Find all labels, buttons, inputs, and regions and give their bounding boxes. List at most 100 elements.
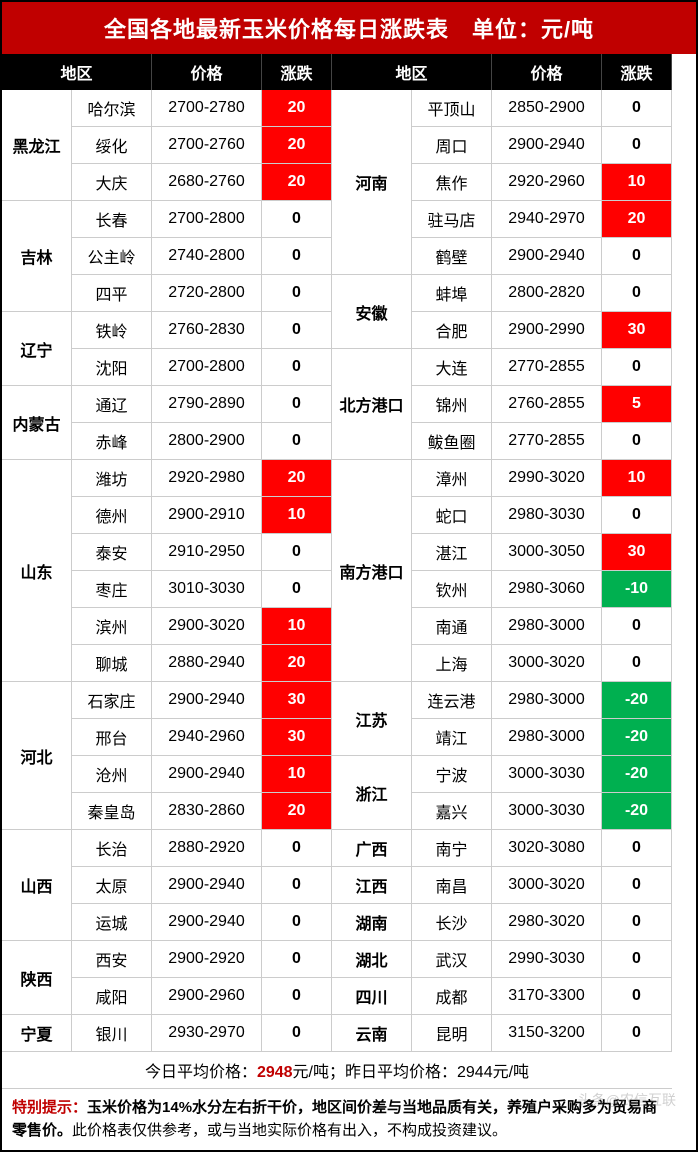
price-cell: 3150-3200	[492, 1015, 602, 1052]
city-cell: 德州	[72, 497, 152, 534]
city-cell: 锦州	[412, 386, 492, 423]
price-cell: 3170-3300	[492, 978, 602, 1015]
city-cell: 哈尔滨	[72, 90, 152, 127]
header-price: 价格	[492, 54, 602, 90]
city-cell: 沧州	[72, 756, 152, 793]
price-cell: 2980-3030	[492, 497, 602, 534]
price-cell: 2700-2760	[152, 127, 262, 164]
change-cell: 20	[262, 90, 332, 127]
city-cell: 靖江	[412, 719, 492, 756]
change-cell: 0	[602, 867, 672, 904]
price-cell: 2900-2990	[492, 312, 602, 349]
change-cell: 0	[602, 1015, 672, 1052]
change-cell: 10	[262, 756, 332, 793]
change-cell: 20	[262, 127, 332, 164]
province-cell: 四川	[332, 978, 412, 1015]
change-cell: 0	[602, 497, 672, 534]
change-cell: 0	[262, 534, 332, 571]
change-cell: 0	[602, 349, 672, 386]
price-cell: 2900-3020	[152, 608, 262, 645]
city-cell: 沈阳	[72, 349, 152, 386]
province-cell: 山西	[2, 830, 72, 941]
city-cell: 南通	[412, 608, 492, 645]
province-cell: 江西	[332, 867, 412, 904]
city-cell: 滨州	[72, 608, 152, 645]
price-cell: 2930-2970	[152, 1015, 262, 1052]
province-cell: 南方港口	[332, 460, 412, 682]
price-cell: 2770-2855	[492, 349, 602, 386]
watermark: 头条@农信互联	[578, 1090, 676, 1110]
province-cell: 湖北	[332, 941, 412, 978]
price-cell: 3000-3020	[492, 867, 602, 904]
province-cell: 陕西	[2, 941, 72, 1015]
city-cell: 南昌	[412, 867, 492, 904]
province-cell: 宁夏	[2, 1015, 72, 1052]
province-cell: 安徽	[332, 275, 412, 349]
change-cell: -20	[602, 756, 672, 793]
city-cell: 成都	[412, 978, 492, 1015]
city-cell: 大庆	[72, 164, 152, 201]
city-cell: 钦州	[412, 571, 492, 608]
change-cell: 0	[602, 423, 672, 460]
city-cell: 通辽	[72, 386, 152, 423]
price-cell: 2980-3000	[492, 682, 602, 719]
province-cell: 辽宁	[2, 312, 72, 386]
price-cell: 2940-2970	[492, 201, 602, 238]
price-cell: 2770-2855	[492, 423, 602, 460]
change-cell: 30	[602, 534, 672, 571]
change-cell: 0	[602, 238, 672, 275]
city-cell: 运城	[72, 904, 152, 941]
price-cell: 3000-3050	[492, 534, 602, 571]
city-cell: 平顶山	[412, 90, 492, 127]
price-cell: 2700-2800	[152, 201, 262, 238]
province-cell: 江苏	[332, 682, 412, 756]
city-cell: 南宁	[412, 830, 492, 867]
price-cell: 3020-3080	[492, 830, 602, 867]
city-cell: 鲅鱼圈	[412, 423, 492, 460]
city-cell: 上海	[412, 645, 492, 682]
change-cell: 0	[262, 941, 332, 978]
price-cell: 2800-2820	[492, 275, 602, 312]
change-cell: 0	[602, 90, 672, 127]
change-cell: 0	[262, 312, 332, 349]
change-cell: 20	[602, 201, 672, 238]
price-cell: 2920-2980	[152, 460, 262, 497]
city-cell: 公主岭	[72, 238, 152, 275]
change-cell: 10	[602, 460, 672, 497]
province-cell: 山东	[2, 460, 72, 682]
city-cell: 长春	[72, 201, 152, 238]
change-cell: 0	[262, 904, 332, 941]
province-cell: 河南	[332, 90, 412, 275]
change-cell: 0	[602, 645, 672, 682]
change-cell: 20	[262, 460, 332, 497]
change-cell: 0	[602, 978, 672, 1015]
city-cell: 昆明	[412, 1015, 492, 1052]
price-cell: 2900-2940	[152, 682, 262, 719]
price-cell: 3000-3030	[492, 793, 602, 830]
header-change: 涨跌	[602, 54, 672, 90]
city-cell: 秦皇岛	[72, 793, 152, 830]
city-cell: 西安	[72, 941, 152, 978]
city-cell: 枣庄	[72, 571, 152, 608]
price-cell: 2940-2960	[152, 719, 262, 756]
city-cell: 焦作	[412, 164, 492, 201]
city-cell: 宁波	[412, 756, 492, 793]
city-cell: 嘉兴	[412, 793, 492, 830]
price-cell: 2700-2780	[152, 90, 262, 127]
change-cell: 30	[262, 719, 332, 756]
city-cell: 长沙	[412, 904, 492, 941]
change-cell: 20	[262, 793, 332, 830]
header-change: 涨跌	[262, 54, 332, 90]
change-cell: 30	[262, 682, 332, 719]
price-cell: 2760-2830	[152, 312, 262, 349]
city-cell: 铁岭	[72, 312, 152, 349]
change-cell: 0	[262, 978, 332, 1015]
city-cell: 蛇口	[412, 497, 492, 534]
change-cell: 0	[262, 830, 332, 867]
change-cell: 20	[262, 645, 332, 682]
city-cell: 绥化	[72, 127, 152, 164]
change-cell: 0	[602, 127, 672, 164]
header-region: 地区	[2, 54, 152, 90]
province-cell: 北方港口	[332, 349, 412, 460]
city-cell: 泰安	[72, 534, 152, 571]
